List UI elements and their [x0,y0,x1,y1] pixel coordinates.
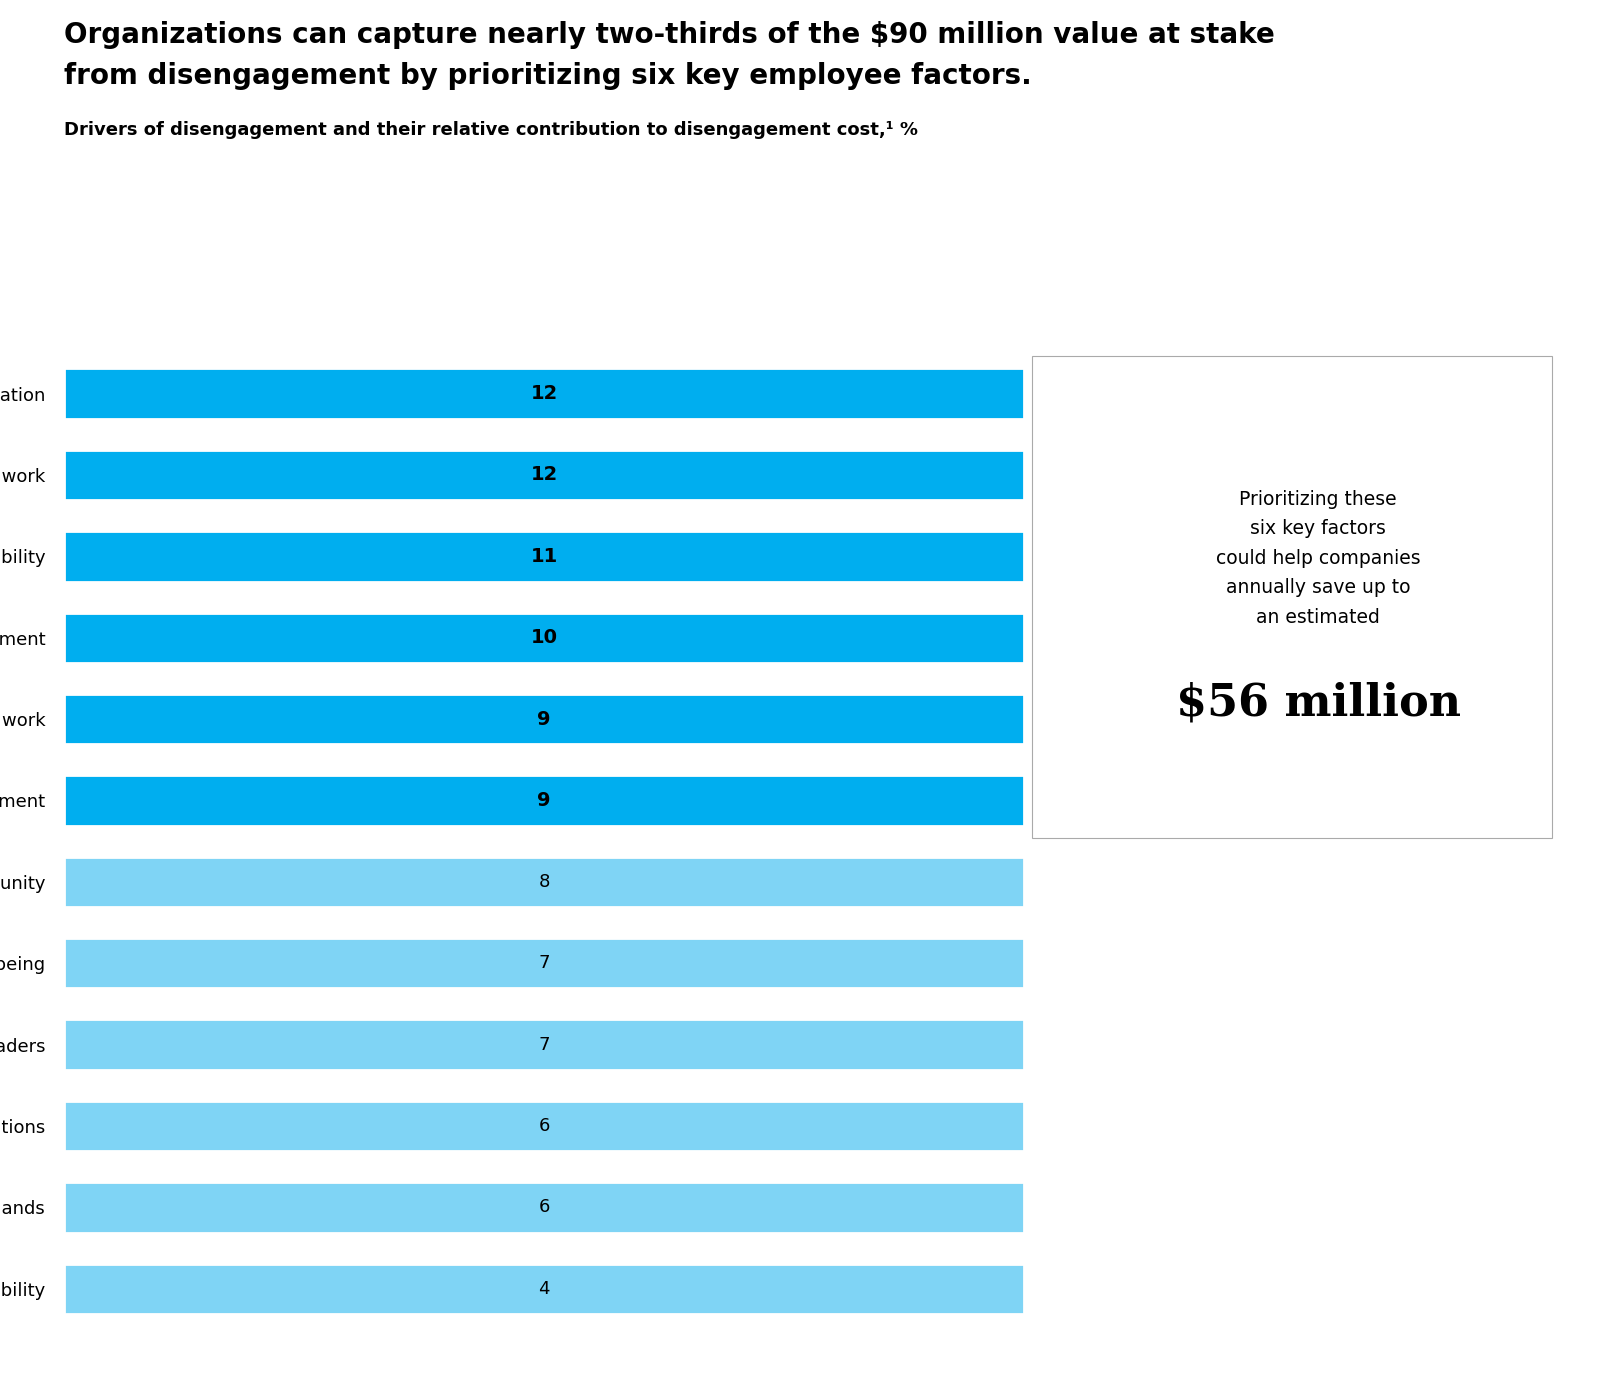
Bar [64,694,1024,745]
Bar [64,1182,1024,1233]
Text: Prioritizing these
six key factors
could help companies
annually save up to
an e: Prioritizing these six key factors could… [1216,490,1421,627]
Text: 10: 10 [531,629,557,647]
Text: 4: 4 [538,1280,550,1298]
Text: 6: 6 [538,1198,550,1216]
Bar [64,1263,1024,1314]
Bar [64,531,1024,582]
Bar [64,775,1024,826]
Text: Organizations can capture nearly two-thirds of the $90 million value at stake: Organizations can capture nearly two-thi… [64,21,1275,48]
Text: from disengagement by prioritizing six key employee factors.: from disengagement by prioritizing six k… [64,62,1032,90]
Text: Drivers of disengagement and their relative contribution to disengagement cost,¹: Drivers of disengagement and their relat… [64,121,918,139]
Bar [64,368,1024,419]
Text: 8: 8 [538,873,550,891]
Text: 7: 7 [538,954,550,972]
Text: 9: 9 [538,710,550,728]
Bar [64,612,1024,663]
Text: 6: 6 [538,1117,550,1135]
Bar [64,450,1024,501]
Text: 11: 11 [530,547,558,565]
Bar [64,856,1024,907]
Text: 9: 9 [538,792,550,809]
Bar [64,1100,1024,1151]
Bar [64,1019,1024,1070]
Text: 7: 7 [538,1036,550,1054]
Text: 12: 12 [530,466,558,484]
Text: 12: 12 [530,385,558,403]
Bar [64,938,1024,989]
Text: $56 million: $56 million [1176,681,1461,724]
